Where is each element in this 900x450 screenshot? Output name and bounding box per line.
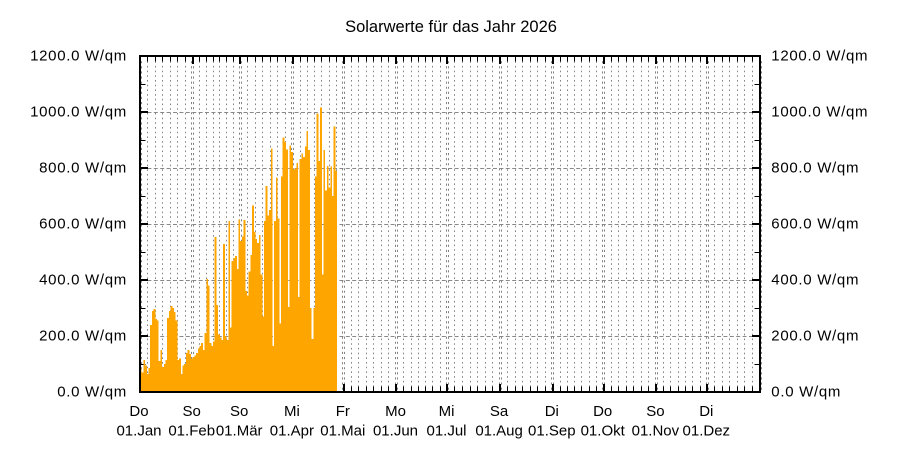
svg-text:Do: Do (593, 403, 612, 420)
svg-text:Sa: Sa (490, 403, 509, 420)
svg-text:0.0 W/qm: 0.0 W/qm (57, 384, 127, 401)
svg-text:So: So (646, 403, 664, 420)
svg-text:200.0 W/qm: 200.0 W/qm (771, 328, 859, 345)
svg-text:800.0 W/qm: 800.0 W/qm (39, 160, 127, 177)
svg-text:800.0 W/qm: 800.0 W/qm (771, 160, 859, 177)
svg-text:400.0 W/qm: 400.0 W/qm (771, 272, 859, 289)
svg-text:01.Apr: 01.Apr (270, 423, 314, 440)
svg-text:0.0 W/qm: 0.0 W/qm (771, 384, 841, 401)
svg-text:600.0 W/qm: 600.0 W/qm (771, 216, 859, 233)
svg-text:01.Mai: 01.Mai (320, 423, 365, 440)
svg-text:01.Jun: 01.Jun (373, 423, 418, 440)
svg-text:1000.0 W/qm: 1000.0 W/qm (30, 104, 127, 121)
svg-text:Di: Di (545, 403, 559, 420)
svg-text:Mi: Mi (284, 403, 300, 420)
svg-text:600.0 W/qm: 600.0 W/qm (39, 216, 127, 233)
svg-text:1200.0 W/qm: 1200.0 W/qm (30, 48, 127, 65)
svg-text:Mi: Mi (439, 403, 455, 420)
svg-text:01.Sep: 01.Sep (528, 423, 576, 440)
svg-text:1200.0 W/qm: 1200.0 W/qm (771, 48, 868, 65)
svg-text:1000.0 W/qm: 1000.0 W/qm (771, 104, 868, 121)
svg-text:01.Nov: 01.Nov (632, 423, 680, 440)
svg-text:200.0 W/qm: 200.0 W/qm (39, 328, 127, 345)
svg-text:01.Jan: 01.Jan (116, 423, 161, 440)
svg-text:Solarwerte für das Jahr 2026: Solarwerte für das Jahr 2026 (345, 18, 557, 36)
svg-text:Di: Di (699, 403, 713, 420)
svg-text:01.Dez: 01.Dez (683, 423, 731, 440)
svg-text:01.Jul: 01.Jul (426, 423, 466, 440)
svg-text:400.0 W/qm: 400.0 W/qm (39, 272, 127, 289)
svg-text:So: So (183, 403, 201, 420)
svg-text:01.Aug: 01.Aug (475, 423, 523, 440)
svg-text:01.Mär: 01.Mär (216, 423, 263, 440)
svg-text:Fr: Fr (336, 403, 350, 420)
svg-text:01.Okt: 01.Okt (581, 423, 626, 440)
svg-text:01.Feb: 01.Feb (168, 423, 215, 440)
svg-text:So: So (230, 403, 248, 420)
svg-text:Do: Do (129, 403, 148, 420)
svg-text:Mo: Mo (385, 403, 406, 420)
